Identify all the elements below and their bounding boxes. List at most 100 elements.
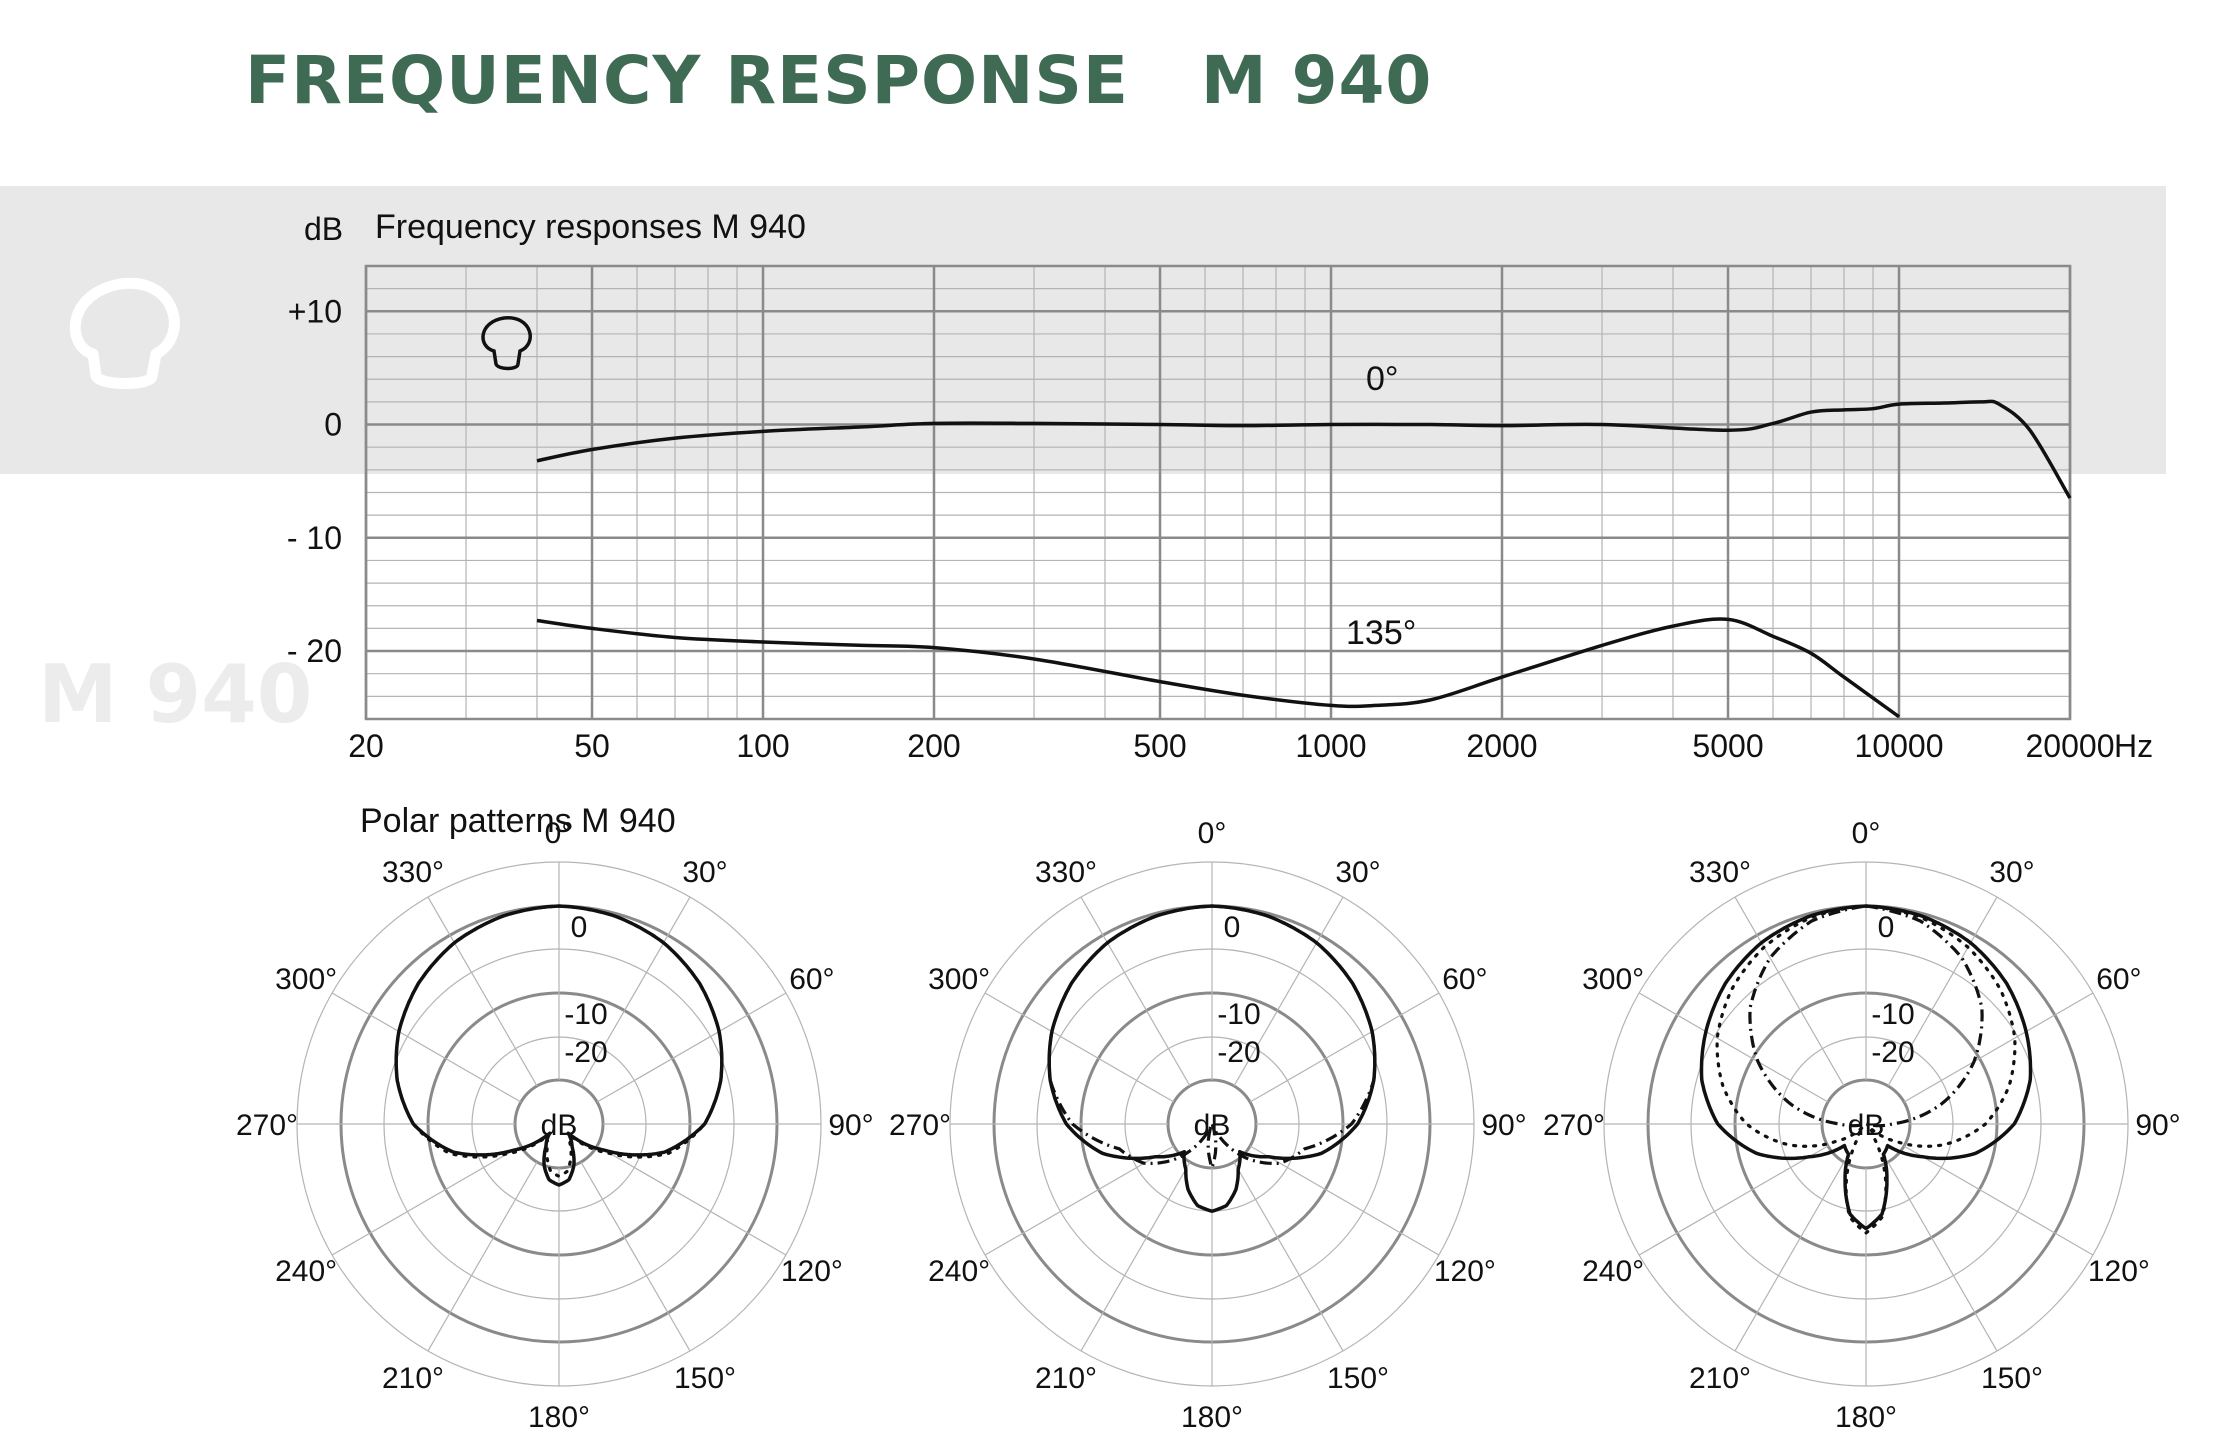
ring-label-10: -10 bbox=[1871, 998, 1914, 1031]
spoke bbox=[1734, 896, 1845, 1087]
polar-pattern-1: 0° 30° 60° 90° 120° 150° 180° 210° 240° 270° 300° 3… bbox=[236, 817, 874, 1434]
spoke bbox=[1233, 1161, 1344, 1352]
angle-label: 270° bbox=[1543, 1109, 1605, 1142]
x-tick-label: 10000 bbox=[1855, 728, 1944, 764]
angle-label: 180° bbox=[1835, 1401, 1897, 1434]
angle-label: 150° bbox=[674, 1362, 736, 1395]
angle-label: 90° bbox=[2135, 1109, 2180, 1142]
angle-label: 270° bbox=[236, 1109, 298, 1142]
angle-label: 120° bbox=[1434, 1255, 1496, 1288]
spoke bbox=[1249, 1145, 1440, 1256]
angle-label: 240° bbox=[1582, 1255, 1644, 1288]
polar-curve-dashdot bbox=[1047, 904, 1377, 1170]
ring-label-0: 0 bbox=[1878, 911, 1895, 944]
x-tick-label: 5000 bbox=[1692, 728, 1763, 764]
angle-label: 240° bbox=[928, 1255, 990, 1288]
y-tick-label: - 20 bbox=[287, 633, 342, 669]
polar-curve-solid bbox=[1699, 904, 2033, 1231]
angle-label: 60° bbox=[2096, 963, 2141, 996]
angle-label: 120° bbox=[781, 1255, 843, 1288]
spoke bbox=[1233, 896, 1344, 1087]
angle-label: 180° bbox=[528, 1401, 590, 1434]
angle-label: 270° bbox=[889, 1109, 951, 1142]
spoke bbox=[1638, 1145, 1829, 1256]
header-band bbox=[0, 186, 2166, 474]
angle-label: 180° bbox=[1181, 1401, 1243, 1434]
polar-pattern-3: 0° 30° 60° 90° 120° 150° 180° 210° 240° 270° 300° 3… bbox=[1543, 817, 2181, 1434]
angle-label: 60° bbox=[1442, 963, 1487, 996]
spoke bbox=[984, 992, 1175, 1103]
x-tick-label: 1000 bbox=[1295, 728, 1366, 764]
chart-title: Frequency responses M 940 bbox=[375, 208, 806, 246]
spoke bbox=[427, 896, 538, 1087]
polar-title: Polar patterns M 940 bbox=[360, 802, 676, 840]
x-tick-label: 50 bbox=[574, 728, 610, 764]
spoke bbox=[1887, 896, 1998, 1087]
cardioid-mushroom-icon bbox=[69, 277, 180, 389]
x-axis-unit: Hz bbox=[2114, 728, 2153, 764]
spoke bbox=[331, 1145, 522, 1256]
frequency-response-chart: +10 0 - 10 - 20 20 50 100 200 500 1000 2000 5000 100… bbox=[287, 208, 2153, 764]
spoke bbox=[596, 1145, 787, 1256]
spoke bbox=[596, 992, 787, 1103]
x-tick-label: 20 bbox=[348, 728, 384, 764]
ring-label-0: 0 bbox=[571, 911, 588, 944]
angle-label: 30° bbox=[682, 856, 727, 889]
ring-label-20: -20 bbox=[564, 1036, 607, 1069]
spoke bbox=[1080, 1161, 1191, 1352]
angle-label: 90° bbox=[828, 1109, 873, 1142]
angle-label: 300° bbox=[275, 963, 337, 996]
spoke bbox=[1080, 896, 1191, 1087]
angle-label: 30° bbox=[1335, 856, 1380, 889]
angle-label: 0° bbox=[545, 817, 574, 850]
angle-label: 150° bbox=[1327, 1362, 1389, 1395]
angle-label: 120° bbox=[2088, 1255, 2150, 1288]
angle-label: 330° bbox=[1035, 856, 1097, 889]
spoke bbox=[580, 896, 691, 1087]
polar-curve-dotted bbox=[1715, 904, 2017, 1235]
ring-label-20: -20 bbox=[1217, 1036, 1260, 1069]
y-axis-unit: dB bbox=[304, 211, 343, 247]
spoke bbox=[580, 1161, 691, 1352]
ring-label-20: -20 bbox=[1871, 1036, 1914, 1069]
ring-label-10: -10 bbox=[564, 998, 607, 1031]
angle-label: 210° bbox=[1689, 1362, 1751, 1395]
spoke bbox=[1249, 992, 1440, 1103]
spoke bbox=[1887, 1161, 1998, 1352]
ring-label-10: -10 bbox=[1217, 998, 1260, 1031]
spoke bbox=[1903, 992, 2094, 1103]
spoke bbox=[1638, 992, 1829, 1103]
y-tick-label: 0 bbox=[324, 407, 342, 443]
angle-label: 210° bbox=[1035, 1362, 1097, 1395]
spoke bbox=[331, 992, 522, 1103]
y-tick-label: - 10 bbox=[287, 520, 342, 556]
curve-label-135deg: 135° bbox=[1346, 614, 1416, 652]
spoke bbox=[1734, 1161, 1845, 1352]
x-tick-label: 500 bbox=[1133, 728, 1186, 764]
x-tick-label: 100 bbox=[736, 728, 789, 764]
ring-label-0: 0 bbox=[1224, 911, 1241, 944]
angle-label: 30° bbox=[1989, 856, 2034, 889]
x-tick-label: 200 bbox=[907, 728, 960, 764]
polar-curve-dashdot bbox=[1748, 904, 1984, 1128]
angle-label: 0° bbox=[1852, 817, 1881, 850]
angle-label: 0° bbox=[1198, 817, 1227, 850]
angle-label: 90° bbox=[1481, 1109, 1526, 1142]
angle-label: 330° bbox=[382, 856, 444, 889]
angle-label: 240° bbox=[275, 1255, 337, 1288]
page-title: FREQUENCY RESPONSE M 940 bbox=[245, 42, 1433, 119]
response-curve-0 bbox=[536, 399, 2072, 500]
angle-label: 330° bbox=[1689, 856, 1751, 889]
angle-label: 150° bbox=[1981, 1362, 2043, 1395]
model-watermark: M 940 bbox=[38, 648, 313, 741]
spoke bbox=[427, 1161, 538, 1352]
polar-curve-dotted bbox=[394, 904, 724, 1178]
response-curve-1 bbox=[536, 617, 1901, 719]
spoke bbox=[1903, 1145, 2094, 1256]
cardioid-icon bbox=[481, 316, 532, 371]
plot-frame bbox=[364, 264, 2072, 721]
y-tick-label: +10 bbox=[288, 293, 342, 329]
angle-label: 60° bbox=[789, 963, 834, 996]
x-tick-label: 2000 bbox=[1466, 728, 1537, 764]
